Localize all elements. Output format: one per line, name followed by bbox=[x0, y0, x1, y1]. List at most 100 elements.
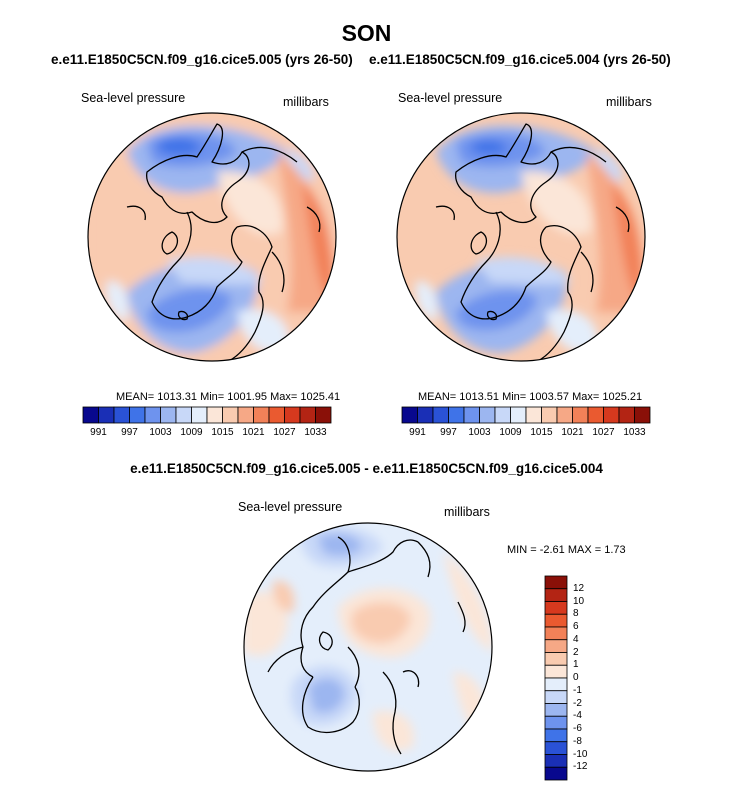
colorbar-swatch bbox=[299, 406, 316, 424]
right-colorbar bbox=[401, 406, 651, 424]
colorbar-swatch bbox=[544, 741, 568, 755]
colorbar-swatch bbox=[315, 406, 332, 424]
left-variable-label: Sea-level pressure bbox=[81, 91, 186, 105]
colorbar-swatch bbox=[544, 766, 568, 781]
colorbar-tick-label: -10 bbox=[573, 748, 588, 760]
colorbar-tick-label: 1015 bbox=[530, 427, 553, 438]
right-polar-map bbox=[396, 112, 646, 362]
colorbar-swatch bbox=[544, 728, 568, 743]
colorbar-swatch bbox=[206, 406, 223, 424]
left-units-label: millibars bbox=[283, 95, 329, 109]
colorbar-tick-label: -2 bbox=[573, 697, 582, 709]
colorbar-swatch bbox=[544, 639, 568, 653]
colorbar-swatch bbox=[544, 575, 568, 590]
land-outlines bbox=[126, 123, 321, 361]
colorbar-swatch bbox=[556, 406, 573, 424]
diff-variable-label: Sea-level pressure bbox=[238, 500, 343, 514]
colorbar-swatch bbox=[479, 406, 496, 424]
colorbar-swatch bbox=[494, 406, 511, 424]
colorbar-swatch bbox=[113, 406, 130, 424]
difference-colorbar bbox=[544, 575, 568, 781]
colorbar-tick-label: -4 bbox=[573, 710, 582, 722]
difference-title: e.e11.E1850C5CN.f09_g16.cice5.005 - e.e1… bbox=[130, 461, 603, 476]
right-stats: MEAN= 1013.51 Min= 1003.57 Max= 1025.21 bbox=[418, 391, 643, 403]
colorbar-swatch bbox=[510, 406, 527, 424]
colorbar-swatch bbox=[587, 406, 604, 424]
colorbar-swatch bbox=[160, 406, 177, 424]
colorbar-swatch bbox=[448, 406, 465, 424]
colorbar-swatch bbox=[191, 406, 208, 424]
colorbar-tick-label: -12 bbox=[573, 761, 588, 773]
colorbar-tick-label: 1021 bbox=[242, 427, 265, 438]
colorbar-tick-label: 1033 bbox=[304, 427, 327, 438]
colorbar-tick-label: 1003 bbox=[468, 427, 491, 438]
colorbar-swatch bbox=[544, 754, 568, 768]
colorbar-swatch bbox=[268, 406, 285, 424]
colorbar-swatch bbox=[222, 406, 239, 424]
colorbar-swatch bbox=[175, 406, 192, 424]
right-panel-title: e.e11.E1850C5CN.f09_g16.cice5.004 (yrs 2… bbox=[369, 52, 671, 67]
diff-units-label: millibars bbox=[444, 505, 490, 519]
colorbar-tick-label: 8 bbox=[573, 608, 579, 620]
colorbar-tick-label: 997 bbox=[121, 427, 138, 438]
colorbar-swatch bbox=[544, 613, 568, 628]
colorbar-swatch bbox=[284, 406, 301, 424]
right-units-label: millibars bbox=[606, 95, 652, 109]
colorbar-tick-label: 991 bbox=[409, 427, 426, 438]
colorbar-swatch bbox=[144, 406, 161, 424]
colorbar-swatch bbox=[544, 601, 568, 615]
colorbar-tick-label: 1 bbox=[573, 659, 579, 671]
colorbar-tick-label: 4 bbox=[573, 633, 579, 645]
land-outlines bbox=[435, 123, 630, 361]
colorbar-swatch bbox=[544, 715, 568, 730]
difference-polar-map bbox=[243, 522, 493, 772]
left-colorbar bbox=[82, 406, 332, 424]
colorbar-tick-label: 1033 bbox=[623, 427, 646, 438]
colorbar-swatch bbox=[544, 664, 568, 679]
colorbar-swatch bbox=[544, 626, 568, 641]
colorbar-swatch bbox=[541, 406, 558, 424]
colorbar-swatch bbox=[618, 406, 635, 424]
colorbar-tick-label: 1009 bbox=[180, 427, 203, 438]
map-border bbox=[243, 522, 493, 772]
colorbar-tick-label: 6 bbox=[573, 621, 579, 632]
left-panel-title: e.e11.E1850C5CN.f09_g16.cice5.005 (yrs 2… bbox=[51, 52, 353, 67]
colorbar-swatch bbox=[603, 406, 620, 424]
colorbar-tick-label: 1021 bbox=[561, 427, 584, 438]
left-stats: MEAN= 1013.31 Min= 1001.95 Max= 1025.41 bbox=[116, 391, 341, 403]
colorbar-tick-label: 2 bbox=[573, 646, 579, 658]
colorbar-tick-label: -6 bbox=[573, 723, 582, 734]
left-polar-map bbox=[87, 112, 337, 362]
diff-stats: MIN = -2.61 MAX = 1.73 bbox=[507, 544, 626, 556]
colorbar-tick-label: 1027 bbox=[273, 427, 296, 438]
colorbar-tick-label: 991 bbox=[90, 427, 107, 438]
colorbar-swatch bbox=[401, 406, 418, 424]
map-border bbox=[396, 112, 646, 362]
colorbar-tick-label: 1027 bbox=[592, 427, 615, 438]
colorbar-swatch bbox=[463, 406, 480, 424]
colorbar-swatch bbox=[82, 406, 99, 424]
colorbar-swatch bbox=[237, 406, 254, 424]
map-border bbox=[87, 112, 337, 362]
colorbar-tick-label: 997 bbox=[440, 427, 457, 438]
colorbar-swatch bbox=[544, 690, 568, 704]
colorbar-swatch bbox=[544, 588, 568, 602]
colorbar-tick-label: 1015 bbox=[211, 427, 234, 438]
colorbar-tick-label: -1 bbox=[573, 684, 582, 696]
colorbar-tick-label: 1009 bbox=[499, 427, 522, 438]
colorbar-swatch bbox=[572, 406, 589, 424]
colorbar-swatch bbox=[98, 406, 115, 424]
colorbar-swatch bbox=[253, 406, 270, 424]
colorbar-tick-label: 12 bbox=[573, 582, 585, 594]
colorbar-swatch bbox=[129, 406, 146, 424]
colorbar-swatch bbox=[432, 406, 449, 424]
colorbar-tick-label: 0 bbox=[573, 672, 579, 683]
colorbar-swatch bbox=[544, 652, 568, 666]
colorbar-tick-label: -8 bbox=[573, 735, 582, 747]
colorbar-tick-label: 1003 bbox=[149, 427, 172, 438]
land-outlines bbox=[267, 536, 466, 755]
colorbar-tick-label: 10 bbox=[573, 595, 585, 607]
colorbar-swatch bbox=[544, 677, 568, 692]
colorbar-swatch bbox=[525, 406, 542, 424]
main-title: SON bbox=[341, 20, 392, 46]
